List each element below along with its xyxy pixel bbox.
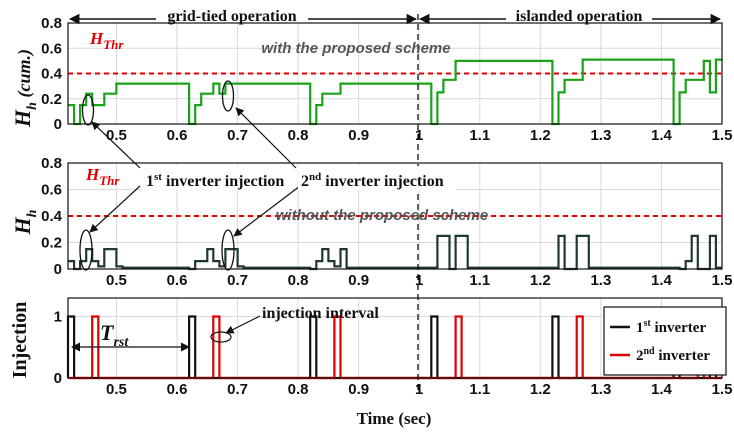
xtick-middle-4: 0.9	[348, 272, 369, 289]
xtick-bottom-1: 0.6	[167, 381, 188, 398]
xtick-top-8: 1.3	[590, 127, 611, 144]
ytick-top-0: 0	[54, 116, 62, 133]
bottom-annotations: Trst injection interval	[71, 305, 379, 352]
xtick-top-5: 1	[415, 127, 423, 144]
x-axis-title: Time (sec)	[357, 409, 432, 428]
xtick-top-2: 0.7	[227, 127, 248, 144]
ytick-middle-3: 0.6	[41, 182, 62, 199]
grid-tied-label: grid-tied operation	[167, 8, 296, 25]
xtick-bottom-6: 1.1	[469, 381, 490, 398]
xtick-top-4: 0.9	[348, 127, 369, 144]
ytick-top-2: 0.4	[41, 66, 63, 83]
ytick-middle-0: 0	[54, 261, 62, 278]
xtick-bottom-2: 0.7	[227, 381, 248, 398]
xtick-middle-0: 0.5	[106, 272, 127, 289]
legend-label-first: 1st inverter	[636, 318, 706, 336]
middle-threshold-label: HThr	[85, 165, 120, 188]
xtick-bottom-4: 0.9	[348, 381, 369, 398]
axes-frame-top	[67, 22, 723, 125]
top-ylabel: Hh (cum.)	[10, 49, 40, 128]
xtick-top-0: 0.5	[106, 127, 127, 144]
ytick-bottom-0: 0	[54, 370, 62, 387]
xtick-middle-3: 0.8	[288, 272, 309, 289]
trst-label: Trst	[100, 320, 129, 350]
first-inverter-injection-label: 1st inverter injection	[146, 171, 284, 190]
xtick-top-6: 1.1	[469, 127, 490, 144]
second-inverter-injection-label: 2nd inverter injection	[301, 171, 444, 190]
xtick-bottom-3: 0.8	[288, 381, 309, 398]
xtick-bottom-10: 1.5	[712, 381, 733, 398]
injection-callouts: 1st inverter injection 2nd inverter inje…	[79, 80, 456, 271]
middle-ylabel: Hh	[10, 209, 40, 235]
operation-mode-header: grid-tied operation islanded operation	[68, 4, 722, 26]
ytick-middle-2: 0.4	[41, 208, 63, 225]
xtick-middle-1: 0.6	[167, 272, 188, 289]
without-scheme-annotation: without the proposed scheme	[276, 207, 489, 224]
ytick-middle-1: 0.2	[41, 235, 62, 252]
callout-ellipse-mid-1	[79, 229, 93, 271]
xtick-middle-8: 1.3	[590, 272, 611, 289]
bottom-ylabel: Injection	[9, 302, 31, 379]
ytick-top-4: 0.8	[41, 15, 62, 32]
with-scheme-annotation: with the proposed scheme	[261, 40, 450, 57]
xtick-bottom-9: 1.4	[651, 381, 673, 398]
xtick-bottom-5: 1	[415, 381, 423, 398]
xtick-bottom-0: 0.5	[106, 381, 127, 398]
xtick-top-10: 1.5	[712, 127, 733, 144]
xtick-middle-10: 1.5	[712, 272, 733, 289]
legend-label-second: 2nd inverter	[636, 346, 710, 364]
xtick-middle-7: 1.2	[530, 272, 551, 289]
injection-interval-ellipse	[210, 331, 232, 343]
callout-ellipse-top-1	[81, 94, 95, 126]
callout-ellipse-mid-2	[221, 229, 235, 271]
series-middle-0	[68, 234, 722, 271]
callout-ellipse-top-2	[221, 80, 235, 112]
panel-middle-conventional: 0.5 0.6 0.7 0.8 0.9 1 1.1 1.2 1.3 1.4 1.5 0 0.2 0.4 0.…	[41, 155, 732, 289]
ytick-top-3: 0.6	[41, 40, 62, 57]
xtick-middle-2: 0.7	[227, 272, 248, 289]
series-top-0	[68, 58, 722, 126]
axes-frame-middle	[67, 162, 723, 270]
xtick-middle-9: 1.4	[651, 272, 673, 289]
injection-interval-label: injection interval	[262, 305, 379, 322]
panel-top-cumulative: 0.5 0.6 0.7 0.8 0.9 1 1.1 1.2 1.3 1.4 1.5 0 0.2 0.4 0.…	[41, 15, 732, 144]
xtick-top-1: 0.6	[167, 127, 188, 144]
xtick-top-3: 0.8	[288, 127, 309, 144]
xtick-top-7: 1.2	[530, 127, 551, 144]
xtick-bottom-8: 1.3	[590, 381, 611, 398]
ytick-middle-4: 0.8	[41, 155, 62, 172]
legend: 1st inverter 2nd inverter	[603, 306, 727, 376]
xtick-bottom-7: 1.2	[530, 381, 551, 398]
xtick-middle-6: 1.1	[469, 272, 490, 289]
xtick-middle-5: 1	[415, 272, 423, 289]
ytick-bottom-1: 1	[54, 308, 62, 325]
xtick-top-9: 1.4	[651, 127, 673, 144]
islanded-label: islanded operation	[516, 8, 643, 25]
ytick-top-1: 0.2	[41, 91, 62, 108]
top-threshold-label: HThr	[89, 29, 124, 52]
